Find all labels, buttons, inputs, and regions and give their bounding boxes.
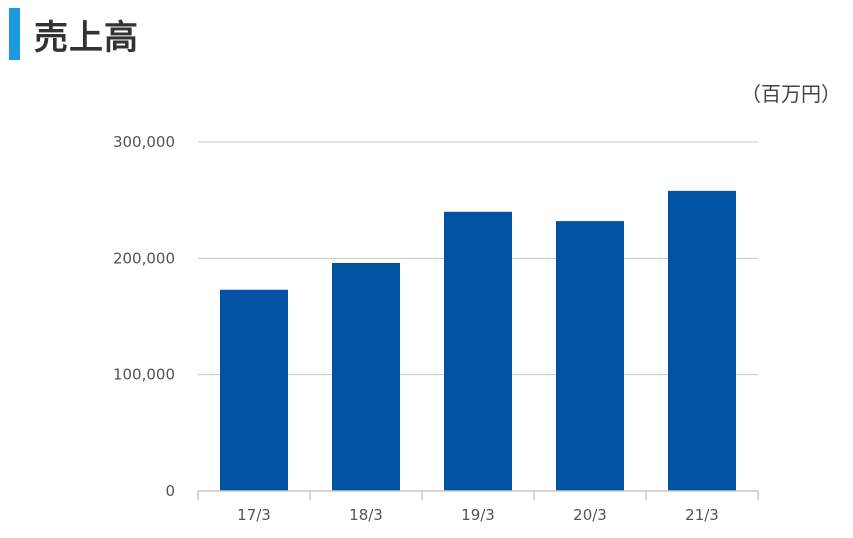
- y-tick-label: 100,000: [113, 366, 175, 384]
- bar: [444, 211, 512, 492]
- title-accent-bar: [9, 8, 20, 60]
- y-tick-label: 200,000: [113, 249, 175, 267]
- y-tick-label: 0: [165, 482, 175, 500]
- x-tick-label: 18/3: [349, 506, 383, 524]
- unit-label: （百万円）: [741, 82, 841, 106]
- bar: [556, 221, 624, 491]
- y-tick-label: 300,000: [113, 133, 175, 151]
- bar: [668, 190, 736, 492]
- page-header: 売上高: [9, 8, 139, 60]
- bar: [332, 262, 400, 491]
- x-tick-label: 19/3: [461, 506, 495, 524]
- x-tick-label: 21/3: [685, 506, 719, 524]
- x-tick-label: 17/3: [237, 506, 271, 524]
- x-tick-label: 20/3: [573, 506, 607, 524]
- page-title: 売上高: [34, 17, 139, 58]
- bar: [220, 289, 288, 491]
